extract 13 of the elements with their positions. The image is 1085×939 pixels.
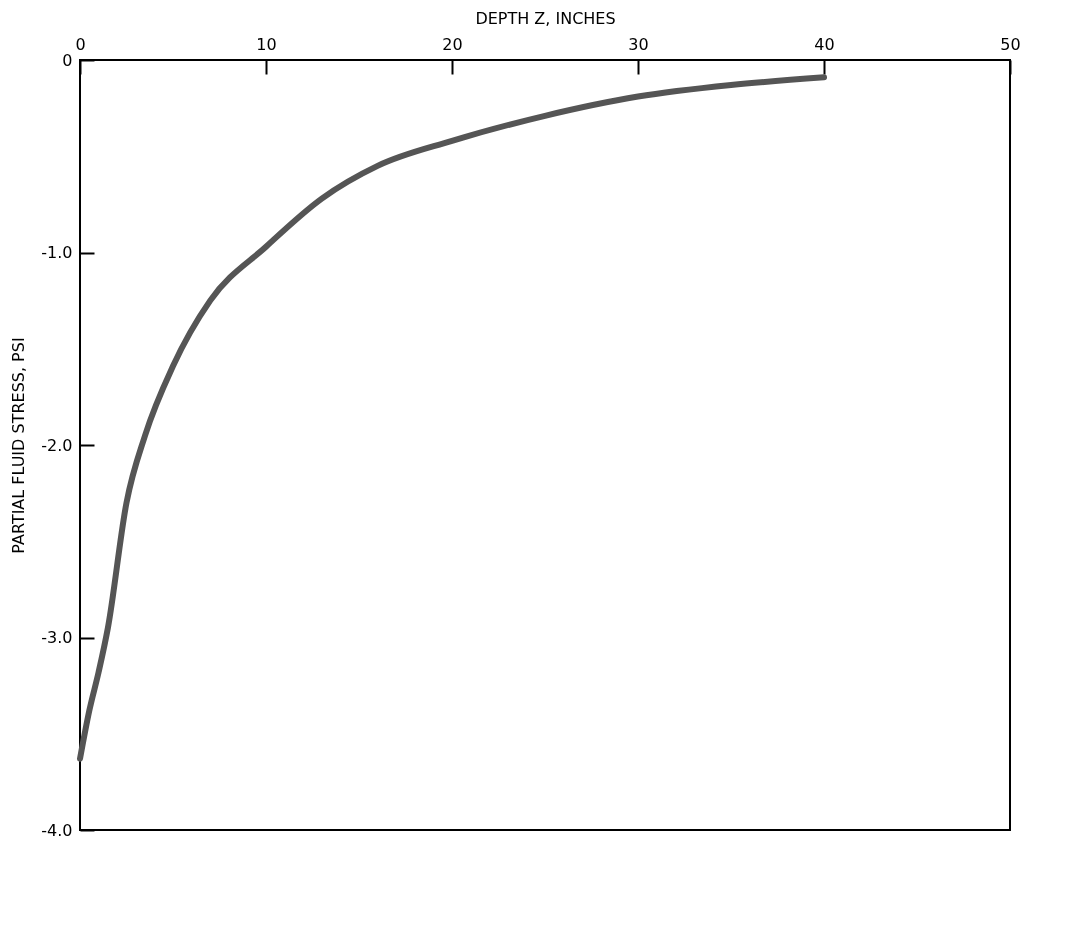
y-tick-label: -4.0 <box>41 820 73 840</box>
y-axis-title: PARTIAL FLUID STRESS, PSI <box>9 337 29 554</box>
x-tick-label: 0 <box>75 34 86 54</box>
x-tick-label: 30 <box>628 34 649 54</box>
x-tick-label: 20 <box>442 34 463 54</box>
x-axis-title: DEPTH Z, INCHES <box>475 8 616 28</box>
x-tick-label: 10 <box>256 34 277 54</box>
y-tick-label: -2.0 <box>41 435 73 455</box>
y-tick-label: -3.0 <box>41 628 73 647</box>
y-tick-label: -1.0 <box>41 243 73 262</box>
y-tick-label: 0 <box>62 50 73 70</box>
x-tick-label: 40 <box>814 34 835 54</box>
x-tick-label: 50 <box>1000 34 1021 54</box>
